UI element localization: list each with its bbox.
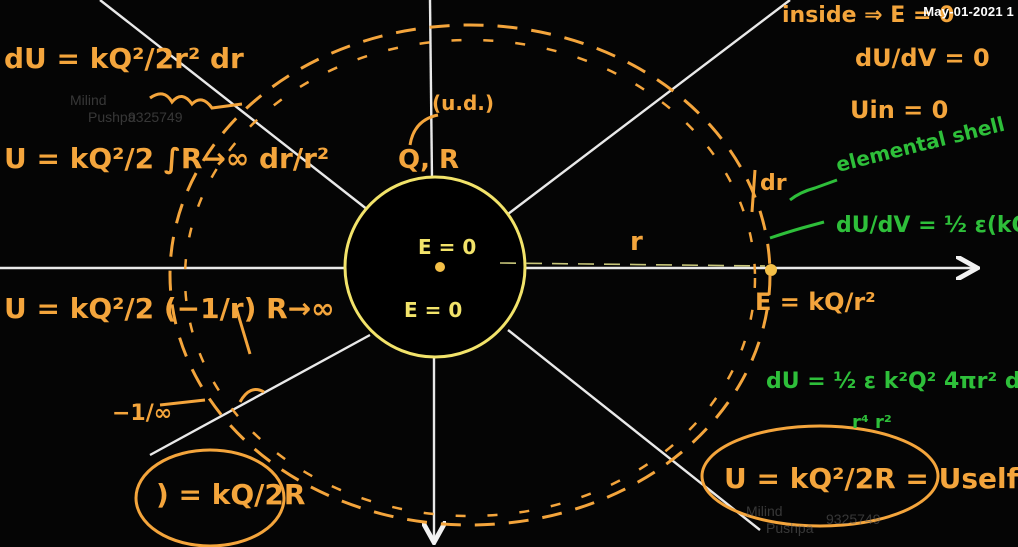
answer-oval-left: [134, 448, 286, 547]
watermark-last-bottom: Pushpa: [766, 520, 814, 536]
left-mid-fraction: −1/∞: [112, 401, 172, 426]
label-e-inside-bottom: E = 0: [404, 298, 462, 322]
field-lines: [0, 0, 975, 540]
left-eq-du: dU = kQ²/2r² dr: [4, 42, 244, 75]
label-ud: (u.d.): [432, 91, 494, 115]
ud-arc: [408, 113, 439, 146]
left-eq-result: ) = kQ/2R: [156, 478, 305, 511]
squiggle-left-bottom: [238, 388, 265, 403]
field-line-se: [507, 329, 761, 531]
left-eq-integral: U = kQ²/2 ∫R→∞ dr/r²: [4, 142, 329, 175]
note-dr: dr: [760, 171, 787, 196]
watermark-number-bottom: 9325749: [826, 511, 881, 527]
date-stamp: May-01-2021 1: [923, 4, 1014, 19]
left-eq-evaluated: U = kQ²/2 (−1/r) R→∞: [4, 292, 335, 325]
watermark-number-top: 9325749: [128, 109, 183, 125]
field-line-n: [428, 0, 434, 181]
watermark-name-top: Milind: [70, 92, 107, 108]
density-arrow: [769, 220, 825, 240]
label-e-inside-top: E = 0: [418, 235, 476, 259]
dr-tick: [750, 169, 757, 213]
note-u-in: Uin = 0: [850, 96, 948, 124]
watermark-last-top: Pushpa: [88, 109, 136, 125]
note-du-full-denom: r⁴ r²: [852, 412, 892, 433]
field-line-ne: [507, 0, 791, 215]
squiggle-arrow: [149, 92, 243, 110]
note-du-full: dU = ½ ε k²Q² 4πr² dr: [766, 369, 1018, 394]
field-line-sw: [149, 333, 371, 457]
watermark-name-bottom: Milind: [746, 503, 783, 519]
note-du-dv: dU/dV = 0: [855, 44, 990, 72]
dashed-shell-outer: [168, 23, 772, 527]
label-qr: Q, R: [398, 145, 459, 175]
note-inside: inside ⇒ E = 0: [782, 3, 954, 28]
sphere-center-dot: [435, 262, 445, 272]
answer-oval-right: [700, 424, 940, 528]
dashed-shell-inner: [183, 38, 757, 518]
left-brackets: [159, 303, 252, 407]
radius-line: [499, 262, 766, 267]
note-field-eq: E = kQ/r²: [755, 288, 876, 316]
note-energy-density: dU/dV = ½ ε(kQ/r²)²: [836, 213, 1018, 238]
field-point-dot: [765, 264, 777, 276]
note-final: U = kQ²/2R = Uself: [724, 462, 1018, 495]
label-radius: r: [630, 227, 643, 257]
elemental-arrow: [789, 178, 838, 202]
